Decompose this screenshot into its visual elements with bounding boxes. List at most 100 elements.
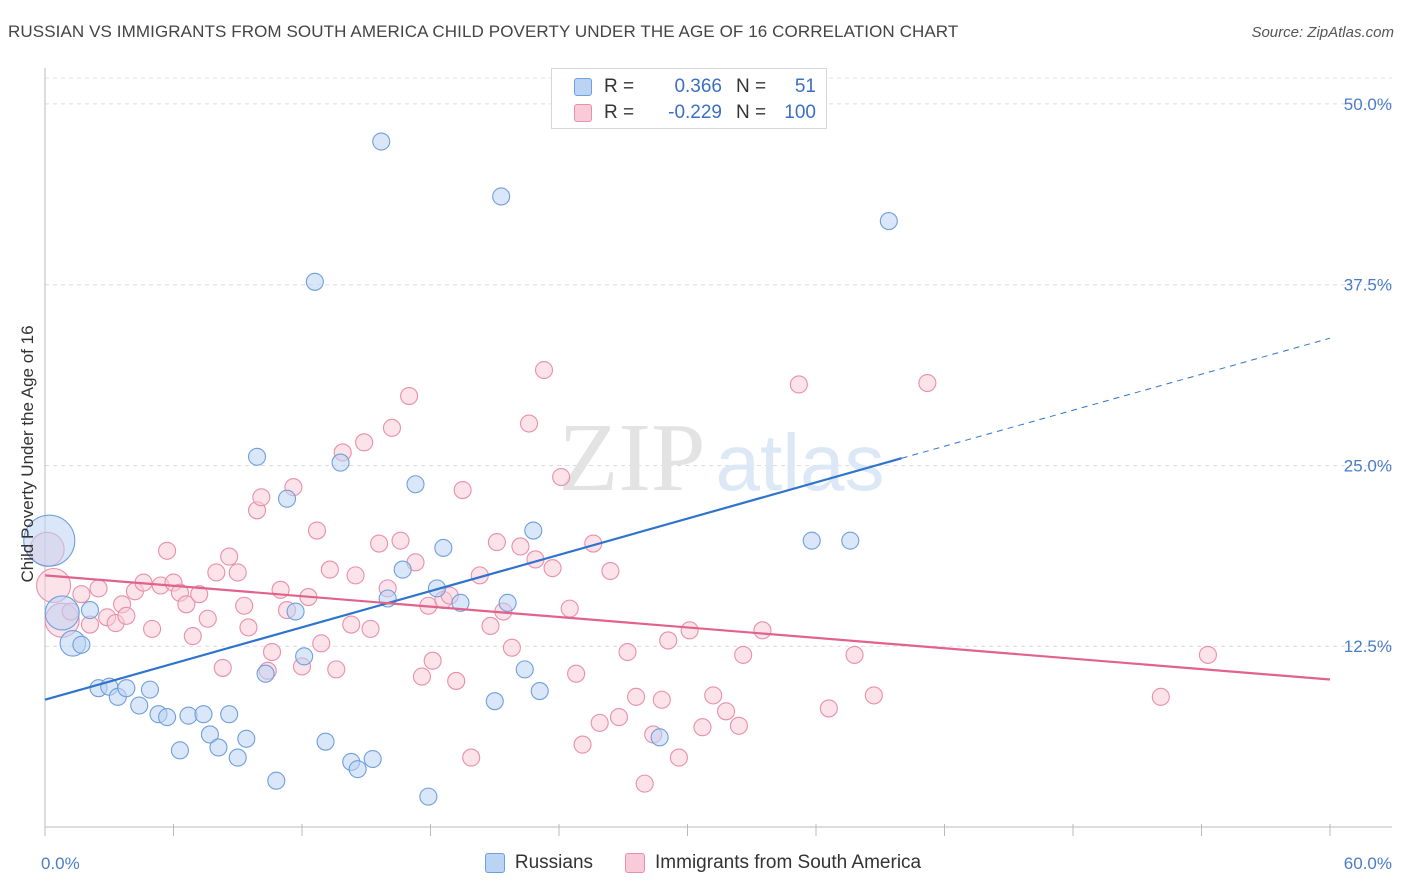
data-point-immigrants [567,664,586,683]
data-point-immigrants [370,534,389,553]
data-point-immigrants [423,651,442,670]
data-point-immigrants [669,748,688,767]
data-point-immigrants [734,645,753,664]
legend-item-russians: Russians [484,852,593,874]
data-point-russians [277,489,297,508]
data-point-russians [419,787,438,806]
data-point-russians [117,679,136,698]
data-point-russians [256,664,275,683]
data-point-russians [295,647,314,666]
data-point-immigrants [652,690,671,709]
data-point-russians [170,741,189,760]
data-point-russians [372,132,391,151]
data-point-russians [515,660,534,679]
data-point-immigrants [89,579,108,598]
data-point-russians [492,187,511,206]
data-point-russians [220,705,239,724]
data-point-immigrants [400,386,419,406]
data-point-russians [200,725,219,744]
x-tick-label-min: 0.0% [41,854,80,873]
data-point-immigrants [918,373,937,393]
data-point-immigrants [183,627,202,646]
data-point-immigrants [346,566,365,585]
data-point-immigrants [789,375,808,394]
n-label: N = [736,76,767,97]
data-point-russians [434,538,453,557]
data-point-russians [451,593,470,612]
data-point-immigrants [552,467,571,487]
data-point-immigrants [220,547,239,566]
data-point-immigrants [327,660,346,679]
data-point-russians [44,595,80,631]
source-label: Source: ZipAtlas.com [1251,24,1394,41]
data-point-immigrants [361,619,380,638]
data-point-russians [228,748,247,767]
data-point-immigrants [207,563,226,582]
data-point-russians [305,272,324,291]
y-tick-label: 12.5% [1344,637,1392,656]
data-point-russians [179,706,198,725]
data-point-immigrants [693,718,712,737]
data-point-russians [331,453,350,472]
y-tick-label: 50.0% [1344,95,1392,114]
data-point-immigrants [543,559,562,578]
r-value: 0.366 [674,76,722,97]
data-point-immigrants [590,713,609,732]
data-point-immigrants [312,634,331,653]
n-value: 100 [784,102,816,123]
data-point-immigrants [462,748,481,767]
data-point-russians [879,212,898,231]
legend-row-russians: R = 0.366 N = 51 [574,75,816,99]
n-label: N = [736,102,767,123]
axes [44,68,1392,836]
data-point-immigrants [447,671,466,690]
trend-line-immigrants [44,574,1331,681]
data-point-russians [530,682,549,701]
data-point-immigrants [560,599,579,618]
data-point-russians [286,602,305,621]
trend-line-russians-extrapolated [901,337,1331,459]
data-point-immigrants [117,606,136,625]
data-point-immigrants [307,521,327,540]
data-point-russians [841,531,860,550]
r-label: R = [604,102,635,123]
data-point-immigrants [382,418,402,437]
chart-title: RUSSIAN VS IMMIGRANTS FROM SOUTH AMERICA… [8,22,959,41]
legend-swatch-blue [574,78,592,96]
data-point-immigrants [609,708,629,727]
data-point-immigrants [235,596,254,615]
data-point-russians [80,601,100,620]
data-point-russians [393,560,412,579]
data-point-immigrants [412,667,431,686]
data-point-immigrants [659,631,678,650]
data-point-russians [140,680,159,699]
data-point-russians [267,771,286,790]
data-point-immigrants [618,642,637,662]
tick-labels: 12.5% 25.0% 37.5% 50.0% 0.0% 60.0% [41,95,1392,873]
data-point-immigrants [228,563,247,582]
data-point-immigrants [158,541,177,560]
data-point-russians [650,728,669,747]
watermark-atlas: atlas [716,418,885,507]
data-point-immigrants [601,561,620,581]
watermark: ZIP atlas [559,404,885,512]
data-point-immigrants [355,433,374,452]
x-tick-label-max: 60.0% [1344,854,1392,873]
data-point-russians [524,521,543,540]
data-point-immigrants [143,619,162,638]
data-point-russians [247,447,267,466]
data-point-russians [802,531,821,550]
data-point-russians [194,705,213,724]
series-russians [23,132,898,806]
legend-swatch-pink [574,104,592,122]
data-point-immigrants [627,687,646,706]
data-point-russians [406,475,425,494]
data-point-immigrants [1198,645,1217,664]
data-point-immigrants [177,595,196,614]
data-point-immigrants [320,560,339,579]
data-point-immigrants [239,618,258,637]
data-point-immigrants [753,621,772,640]
data-point-immigrants [635,774,654,793]
data-point-russians [485,692,504,711]
